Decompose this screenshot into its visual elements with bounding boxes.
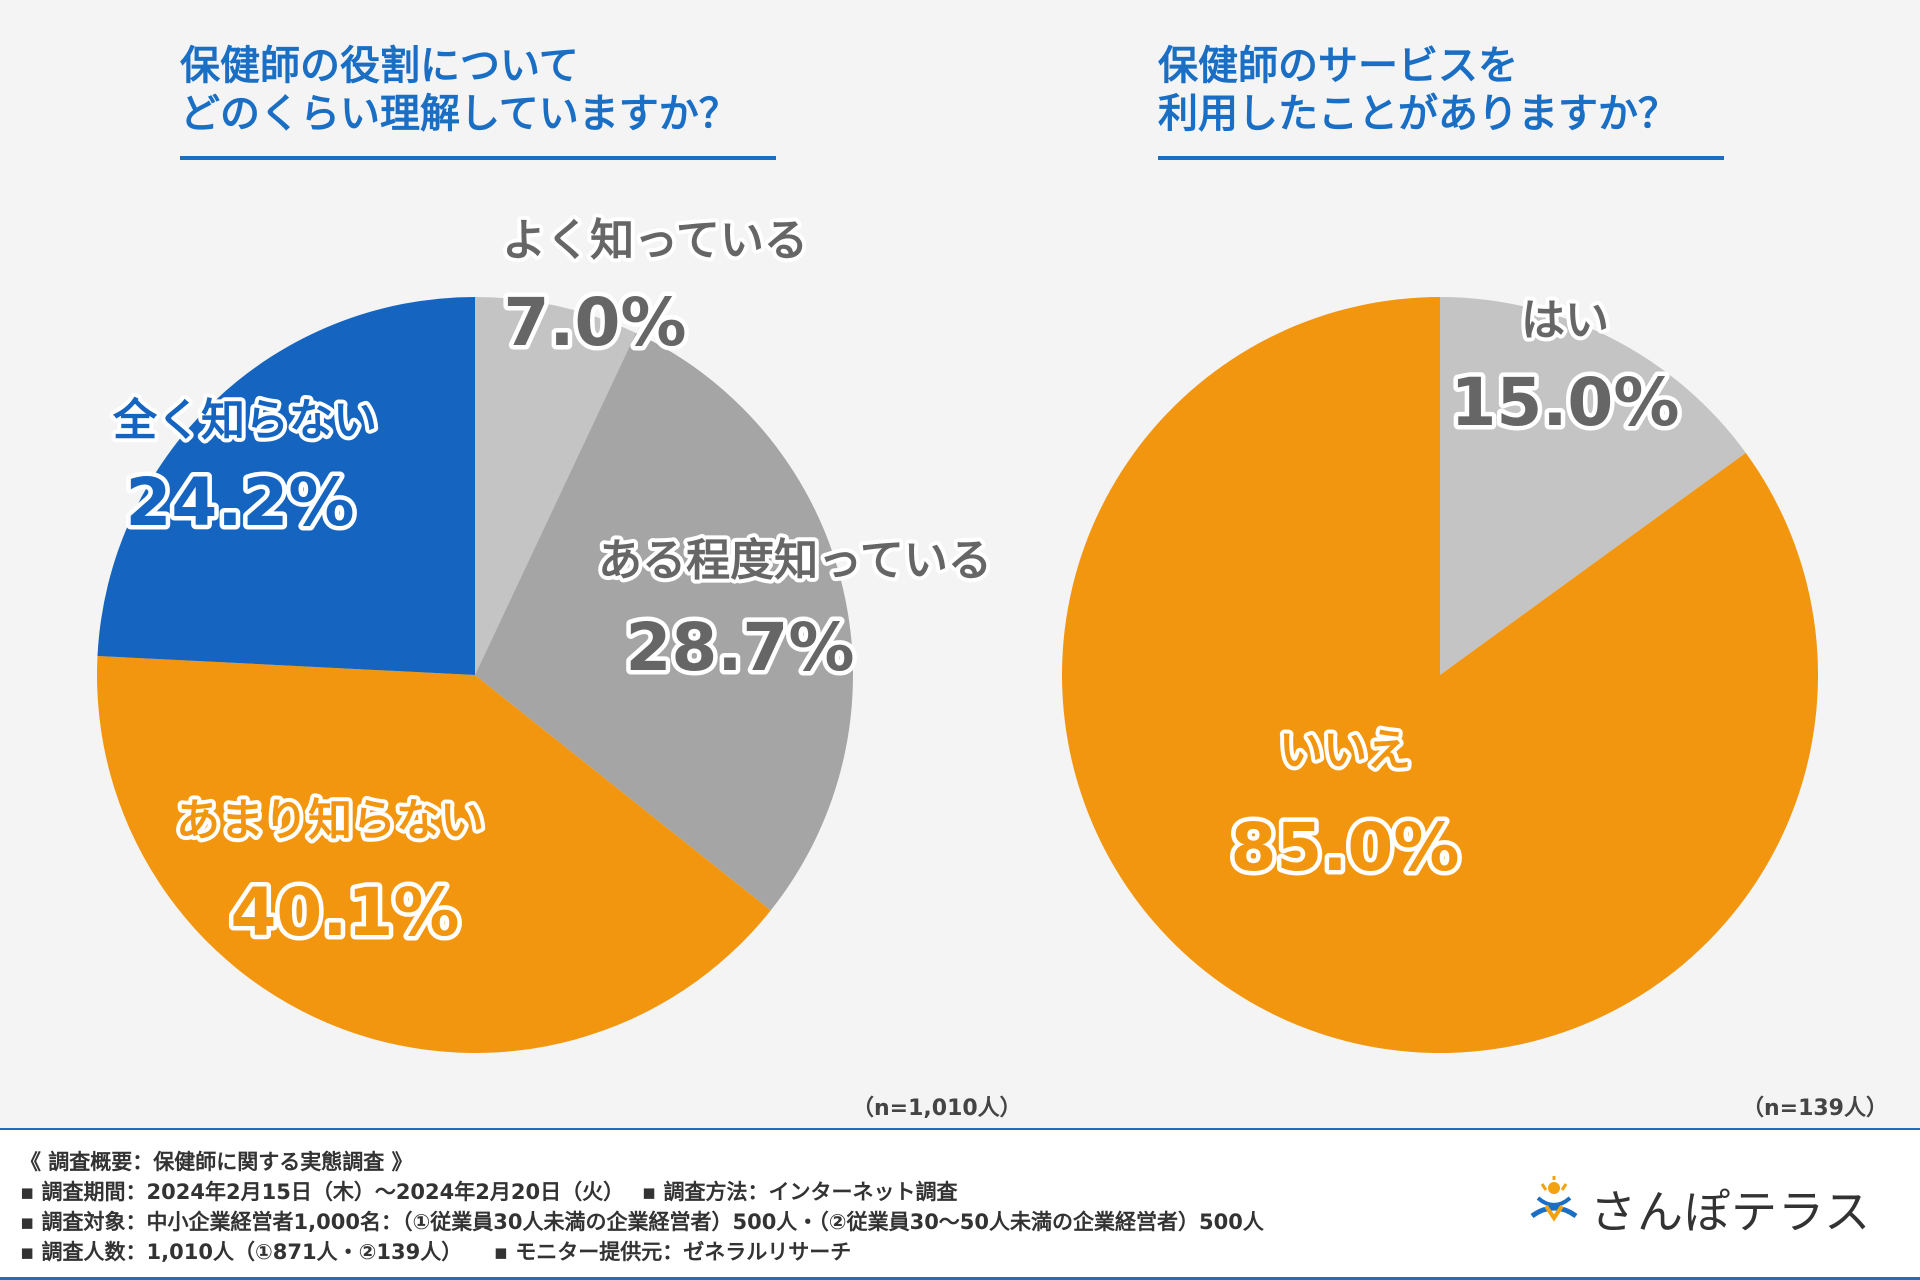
survey-period-method: ▪ 調査期間：2024年2月15日（木）～2024年2月20日（火） ▪ 調査方… — [20, 1180, 958, 1204]
survey-count-provider: ▪ 調査人数：1,010人（①871人・②139人） ▪ モニター提供元：ゼネラ… — [20, 1240, 852, 1264]
survey-heading: 《 調査概要：保健師に関する実態調査 》 — [20, 1150, 413, 1174]
chart1-value-1: 7.0% — [503, 284, 686, 361]
chart1-label-4: 全く知らない — [112, 395, 377, 446]
chart2-label-1: はい — [1521, 295, 1609, 346]
chart1-slice-3 — [96, 656, 771, 1053]
chart2-title: 保健師のサービスを 利用したことがありますか？ — [1158, 42, 1724, 160]
chart2-slice-1 — [1440, 297, 1746, 675]
chart2-value-2: 85.0% — [1231, 809, 1460, 886]
chart1-label-2: ある程度知っている — [598, 535, 992, 586]
survey-footer: 《 調査概要：保健師に関する実態調査 》 ▪ 調査期間：2024年2月15日（木… — [0, 1128, 1920, 1280]
chart2-value-1: 15.0% — [1451, 364, 1680, 441]
chart1-slice-2 — [475, 332, 853, 911]
chart2-slice-2 — [1061, 297, 1819, 1053]
chart1-title: 保健師の役割について どのくらい理解していますか？ — [180, 42, 776, 160]
chart1-slice-1 — [475, 297, 636, 675]
sanpo-terrace-logo-icon — [1530, 1176, 1578, 1222]
chart1-value-3: 40.1% — [231, 874, 460, 951]
sanpo-terrace-logo: さんぽテラス — [1520, 1172, 1900, 1239]
chart1-sample-size: （n=1,010人） — [852, 1096, 1022, 1121]
chart2-label-2: いいえ — [1279, 725, 1411, 776]
chart2-title-line1: 保健師のサービスを — [1158, 43, 1518, 89]
survey-target: ▪ 調査対象：中小企業経営者1,000名：（①従業員30人未満の企業経営者）50… — [20, 1210, 1264, 1234]
chart1-value-4: 24.2% — [126, 464, 355, 541]
chart1-label-3: あまり知らない — [176, 795, 484, 846]
pie-charts: よく知っている 7.0% ある程度知っている 28.7% あまり知らない 40.1% 全く知… — [96, 211, 1819, 1053]
chart1-label-1: よく知っている — [502, 215, 808, 266]
chart1-title-line1: 保健師の役割について — [180, 43, 579, 89]
chart2-sample-size: （n=139人） — [1741, 1096, 1888, 1121]
chart1-slice-4 — [97, 296, 476, 675]
logo-name: さんぽテラス — [1590, 1185, 1872, 1239]
chart1-title-line2: どのくらい理解していますか？ — [180, 91, 739, 137]
chart2-title-line2: 利用したことがありますか？ — [1158, 91, 1678, 137]
chart1-value-2: 28.7% — [626, 609, 855, 686]
